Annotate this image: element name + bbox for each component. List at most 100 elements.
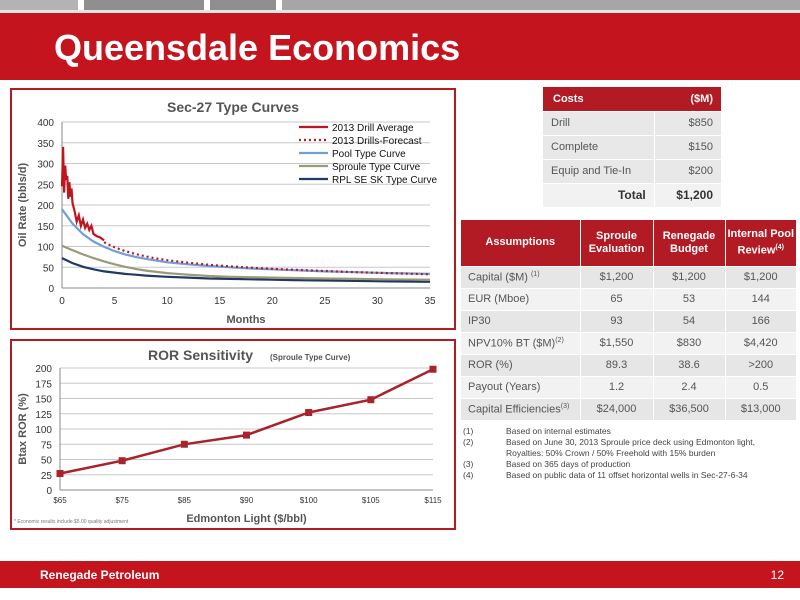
chart-title: ROR Sensitivity <box>148 347 253 363</box>
pool-value: $1,200 <box>724 265 796 288</box>
series-line <box>61 208 431 275</box>
note-item: (4) Based on public data of 11 offset hor… <box>463 470 793 481</box>
pool-value: $13,000 <box>724 397 796 420</box>
assumption-label: Capital Efficiencies(3) <box>461 397 580 420</box>
legend-label: Pool Type Curve <box>332 149 406 160</box>
assumption-label-text: Capital Efficiencies <box>468 403 561 416</box>
table-row: Capital ($M) (1) $1,200 $1,200 $1,200 <box>461 265 796 288</box>
y-tick-label: 75 <box>41 440 53 451</box>
table-row: Equip and Tie-In $200 <box>543 158 721 183</box>
assumption-label-text: NPV10% BT ($M) <box>468 337 556 350</box>
pool-value: $4,420 <box>724 331 796 354</box>
data-point <box>243 431 250 439</box>
assumption-label-text: Payout (Years) <box>468 381 541 393</box>
budget-value: 54 <box>652 309 725 332</box>
legend-label: RPL SE SK Type Curve <box>332 175 437 186</box>
note-item: (3) Based on 365 days of production <box>463 459 793 470</box>
table-row: Capital Efficiencies(3) $24,000 $36,500 … <box>461 397 796 420</box>
top-tab-4 <box>282 0 800 10</box>
x-tick-label: 20 <box>267 296 279 307</box>
page-title: Queensdale Economics <box>54 27 461 68</box>
note-number: (3) <box>463 459 474 469</box>
budget-value: $830 <box>652 331 725 354</box>
note-number: (2) <box>463 437 474 447</box>
costs-header-unit: ($M) <box>654 87 721 111</box>
table-row: IP30 93 54 166 <box>461 309 796 332</box>
legend-label: 2013 Drill Average <box>332 123 414 134</box>
cost-value: $200 <box>653 158 721 183</box>
y-tick-label: 200 <box>35 364 52 375</box>
type-curves-panel: Sec-27 Type Curves 0 50 100 150 200 250 300 350 4… <box>10 88 456 330</box>
budget-value: 2.4 <box>652 375 725 398</box>
footer-band: Renegade Petroleum 12 <box>0 561 800 588</box>
note-text: Based on June 30, 2013 Sproule price dec… <box>506 437 756 458</box>
assumption-label: Payout (Years) <box>461 375 580 398</box>
bottom-strip <box>0 588 800 600</box>
table-row: Payout (Years) 1.2 2.4 0.5 <box>461 375 796 398</box>
notes-list: (1) Based on internal estimates (2) Based … <box>463 426 793 481</box>
assumptions-table: Assumptions Sproule Evaluation Renegade … <box>461 220 796 420</box>
assumption-sup: (2) <box>555 336 564 344</box>
assumption-sup: (1) <box>530 270 540 278</box>
y-tick-label: 150 <box>35 395 52 406</box>
x-axis-label: Edmonton Light ($/bbl) <box>186 513 307 525</box>
note-number: (4) <box>463 470 474 480</box>
x-tick-label: 25 <box>319 296 331 307</box>
costs-header-label: Costs <box>543 87 655 111</box>
y-tick-label: 350 <box>37 139 54 150</box>
table-row: EUR (Mboe) 65 53 144 <box>461 287 796 310</box>
y-tick-label: 100 <box>35 425 52 436</box>
ror-panel: ROR Sensitivity (Sproule Type Curve) 0 25 50… <box>10 339 456 530</box>
note-number: (1) <box>463 426 474 436</box>
pool-value: 144 <box>724 287 796 310</box>
legend-label: 2013 Drills-Forecast <box>332 136 422 147</box>
x-tick-label: $75 <box>115 496 129 505</box>
y-tick-label: 25 <box>41 471 53 482</box>
y-tick-label: 200 <box>37 201 54 212</box>
sproule-value: $1,550 <box>579 331 653 354</box>
assumptions-header-budget: Renegade Budget <box>652 220 725 266</box>
footer-company: Renegade Petroleum <box>40 568 160 582</box>
y-tick-label: 50 <box>41 456 53 467</box>
data-point <box>56 470 64 478</box>
data-point <box>118 457 126 465</box>
note-text: Based on public data of 11 offset horizo… <box>506 470 748 480</box>
sproule-value: 65 <box>579 287 653 310</box>
chart-subtitle: (Sproule Type Curve) <box>270 353 351 362</box>
assumption-label: IP30 <box>461 309 580 332</box>
pool-value: >200 <box>724 353 796 376</box>
y-axis-label: Btax ROR (%) <box>17 393 29 465</box>
assumption-sup: (3) <box>560 402 570 410</box>
sproule-value: 89.3 <box>579 353 653 376</box>
assumption-label: NPV10% BT ($M)(2) <box>461 331 580 354</box>
note-item: (2) Based on June 30, 2013 Sproule price … <box>463 437 793 459</box>
y-tick-label: 400 <box>37 118 54 129</box>
y-tick-label: 50 <box>43 263 55 274</box>
series-line <box>61 257 431 283</box>
cost-total-label: Total <box>543 182 655 207</box>
table-row: NPV10% BT ($M)(2) $1,550 $830 $4,420 <box>461 331 796 354</box>
costs-table: Costs ($M) Drill $850 Complete $150 Equi… <box>543 87 721 207</box>
data-point <box>305 409 313 417</box>
x-tick-label: 5 <box>112 296 118 307</box>
y-tick-label: 175 <box>35 379 52 390</box>
note-text: Based on internal estimates <box>506 426 611 436</box>
page-number: 12 <box>770 568 784 582</box>
x-tick-label: 15 <box>214 296 226 307</box>
type-curves-chart: Sec-27 Type Curves0501001502002503003504… <box>17 99 437 326</box>
pool-value: 166 <box>724 309 796 332</box>
budget-value: 53 <box>652 287 725 310</box>
x-tick-label: 30 <box>372 296 384 307</box>
y-tick-label: 0 <box>46 486 52 497</box>
note-item: (1) Based on internal estimates <box>463 426 793 437</box>
y-tick-label: 300 <box>37 160 54 171</box>
data-point <box>180 440 188 448</box>
sproule-value: $1,200 <box>579 265 653 288</box>
cost-label: Complete <box>543 134 655 159</box>
pool-header-text: Internal Pool Review <box>727 227 795 257</box>
assumptions-header-sproule: Sproule Evaluation <box>579 220 653 266</box>
sproule-value: 93 <box>579 309 653 332</box>
assumption-label-text: Capital ($M) <box>468 271 528 284</box>
x-tick-label: $105 <box>362 496 380 505</box>
budget-value: 38.6 <box>652 353 725 376</box>
